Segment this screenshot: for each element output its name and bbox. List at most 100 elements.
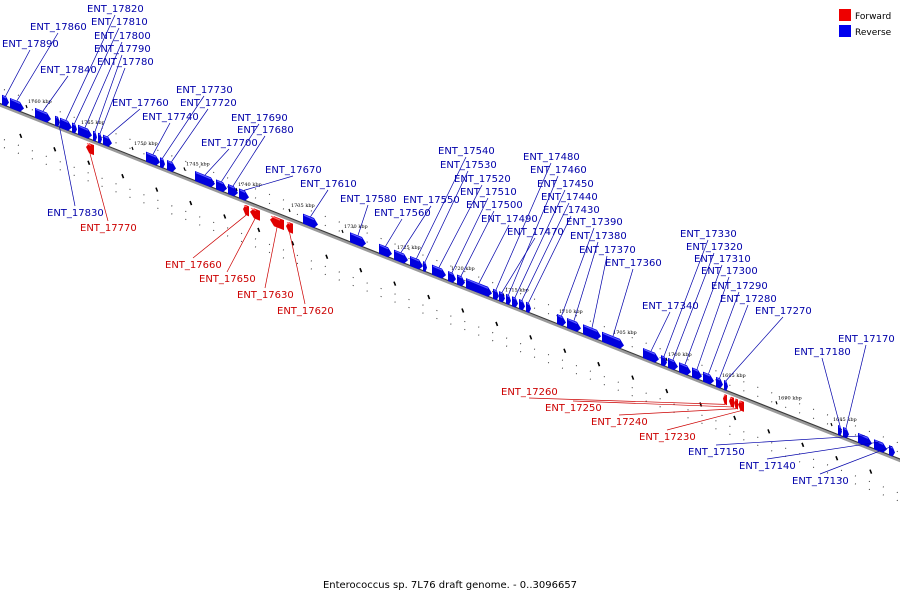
gene-feature-ENT_17690[interactable] bbox=[216, 179, 227, 193]
gene-feature-ENT_17280[interactable] bbox=[716, 376, 723, 389]
gene-feature-ENT_17440[interactable] bbox=[519, 299, 525, 311]
gene-label-ENT_17770[interactable]: ENT_17770 bbox=[80, 223, 137, 234]
gene-feature-ENT_17370[interactable] bbox=[583, 324, 601, 340]
gene-arrow[interactable] bbox=[457, 274, 465, 287]
gene-label-ENT_17800[interactable]: ENT_17800 bbox=[94, 31, 151, 42]
gene-feature-ENT_17430[interactable] bbox=[526, 301, 531, 313]
gene-label-ENT_17430[interactable]: ENT_17430 bbox=[543, 205, 600, 216]
gene-label-ENT_17500[interactable]: ENT_17500 bbox=[466, 200, 523, 211]
gene-feature-ENT_17580[interactable] bbox=[350, 232, 366, 247]
gene-arrow[interactable] bbox=[270, 216, 284, 231]
gene-feature-ENT_17800[interactable] bbox=[78, 124, 92, 139]
gene-feature-ENT_17300[interactable] bbox=[692, 367, 702, 380]
gene-label-ENT_17760[interactable]: ENT_17760 bbox=[112, 98, 169, 109]
gene-arrow[interactable] bbox=[98, 132, 102, 144]
gene-feature-ENT_17340[interactable] bbox=[643, 347, 659, 363]
gene-label-ENT_17450[interactable]: ENT_17450 bbox=[537, 179, 594, 190]
gene-feature-ENT_17250[interactable] bbox=[729, 396, 734, 408]
gene-arrow[interactable] bbox=[35, 107, 51, 123]
gene-arrow[interactable] bbox=[602, 331, 624, 349]
gene-label-ENT_17720[interactable]: ENT_17720 bbox=[180, 98, 237, 109]
gene-label-ENT_17480[interactable]: ENT_17480 bbox=[523, 152, 580, 163]
gene-arrow[interactable] bbox=[216, 179, 227, 193]
gene-arrow[interactable] bbox=[72, 122, 77, 134]
gene-arrow[interactable] bbox=[583, 324, 601, 340]
gene-label-ENT_17660[interactable]: ENT_17660 bbox=[165, 260, 222, 271]
gene-arrow[interactable] bbox=[668, 357, 678, 371]
gene-feature-ENT_17840[interactable] bbox=[35, 107, 51, 123]
gene-label-ENT_17540[interactable]: ENT_17540 bbox=[438, 146, 495, 157]
gene-feature-ENT_17620[interactable] bbox=[286, 221, 293, 234]
gene-feature-ENT_17270[interactable] bbox=[724, 379, 728, 391]
gene-label-ENT_17180[interactable]: ENT_17180 bbox=[794, 347, 851, 358]
gene-arrow[interactable] bbox=[716, 376, 723, 389]
gene-feature-ENT_17530[interactable] bbox=[423, 261, 427, 273]
gene-feature-ENT_17490[interactable] bbox=[466, 278, 492, 297]
gene-label-ENT_17830[interactable]: ENT_17830 bbox=[47, 208, 104, 219]
gene-arrow[interactable] bbox=[723, 394, 727, 406]
gene-arrow[interactable] bbox=[78, 124, 92, 139]
gene-feature-ENT_17550[interactable] bbox=[394, 249, 408, 264]
gene-arrow[interactable] bbox=[738, 400, 744, 412]
gene-label-ENT_17840[interactable]: ENT_17840 bbox=[40, 65, 97, 76]
gene-label-ENT_17740[interactable]: ENT_17740 bbox=[142, 112, 199, 123]
gene-arrow[interactable] bbox=[838, 425, 842, 436]
gene-label-ENT_17530[interactable]: ENT_17530 bbox=[440, 160, 497, 171]
gene-arrow[interactable] bbox=[423, 261, 427, 273]
gene-arrow[interactable] bbox=[724, 379, 728, 391]
gene-feature-ENT_17720[interactable] bbox=[167, 159, 176, 173]
gene-feature-ENT_17740[interactable] bbox=[146, 151, 160, 166]
gene-arrow[interactable] bbox=[93, 130, 97, 142]
gene-label-ENT_17810[interactable]: ENT_17810 bbox=[91, 17, 148, 28]
gene-feature-ENT_17240[interactable] bbox=[734, 398, 738, 410]
gene-arrow[interactable] bbox=[103, 134, 112, 147]
gene-label-ENT_17370[interactable]: ENT_17370 bbox=[579, 245, 636, 256]
gene-feature-ENT_17810[interactable] bbox=[72, 122, 77, 134]
gene-feature-ENT_17660[interactable] bbox=[243, 204, 249, 217]
gene-arrow[interactable] bbox=[493, 288, 499, 301]
gene-label-ENT_17630[interactable]: ENT_17630 bbox=[237, 290, 294, 301]
gene-label-ENT_17520[interactable]: ENT_17520 bbox=[454, 174, 511, 185]
gene-arrow[interactable] bbox=[303, 213, 318, 229]
gene-label-ENT_17340[interactable]: ENT_17340 bbox=[642, 301, 699, 312]
gene-label-ENT_17580[interactable]: ENT_17580 bbox=[340, 194, 397, 205]
gene-feature-ENT_17790[interactable] bbox=[93, 130, 97, 142]
gene-feature-ENT_17860[interactable] bbox=[10, 97, 24, 112]
gene-arrow[interactable] bbox=[250, 208, 260, 221]
gene-arrow[interactable] bbox=[734, 398, 738, 410]
gene-feature-ENT_17450[interactable] bbox=[512, 296, 518, 308]
gene-arrow[interactable] bbox=[160, 157, 165, 169]
gene-arrow[interactable] bbox=[228, 184, 238, 197]
gene-label-ENT_17290[interactable]: ENT_17290 bbox=[711, 281, 768, 292]
gene-label-ENT_17170[interactable]: ENT_17170 bbox=[838, 334, 895, 345]
gene-arrow[interactable] bbox=[243, 204, 249, 217]
gene-arrow[interactable] bbox=[10, 97, 24, 112]
gene-label-ENT_17780[interactable]: ENT_17780 bbox=[97, 57, 154, 68]
gene-feature-ENT_17650[interactable] bbox=[250, 207, 260, 221]
gene-label-ENT_17890[interactable]: ENT_17890 bbox=[2, 39, 59, 50]
gene-arrow[interactable] bbox=[679, 362, 691, 376]
gene-arrow[interactable] bbox=[643, 347, 659, 363]
gene-label-ENT_17140[interactable]: ENT_17140 bbox=[739, 461, 796, 472]
gene-label-ENT_17380[interactable]: ENT_17380 bbox=[570, 231, 627, 242]
gene-arrow[interactable] bbox=[519, 299, 525, 311]
gene-arrow[interactable] bbox=[432, 264, 446, 279]
gene-label-ENT_17230[interactable]: ENT_17230 bbox=[639, 432, 696, 443]
gene-feature-ENT_17230[interactable] bbox=[738, 400, 744, 412]
gene-label-ENT_17680[interactable]: ENT_17680 bbox=[237, 125, 294, 136]
gene-arrow[interactable] bbox=[146, 151, 160, 166]
gene-feature-ENT_17730[interactable] bbox=[160, 157, 165, 169]
gene-feature-ENT_17520[interactable] bbox=[432, 264, 446, 279]
gene-label-ENT_17260[interactable]: ENT_17260 bbox=[501, 387, 558, 398]
gene-arrow[interactable] bbox=[60, 117, 72, 131]
gene-feature-ENT_17680[interactable] bbox=[228, 184, 238, 197]
gene-label-ENT_17820[interactable]: ENT_17820 bbox=[87, 4, 144, 15]
gene-feature-ENT_17510[interactable] bbox=[448, 270, 456, 283]
gene-feature-ENT_17610[interactable] bbox=[303, 213, 318, 229]
gene-label-ENT_17310[interactable]: ENT_17310 bbox=[694, 254, 751, 265]
gene-feature-ENT_17670[interactable] bbox=[239, 188, 249, 201]
gene-arrow[interactable] bbox=[567, 317, 581, 332]
gene-arrow[interactable] bbox=[843, 426, 849, 439]
gene-arrow[interactable] bbox=[512, 296, 518, 308]
gene-arrow[interactable] bbox=[2, 94, 9, 107]
